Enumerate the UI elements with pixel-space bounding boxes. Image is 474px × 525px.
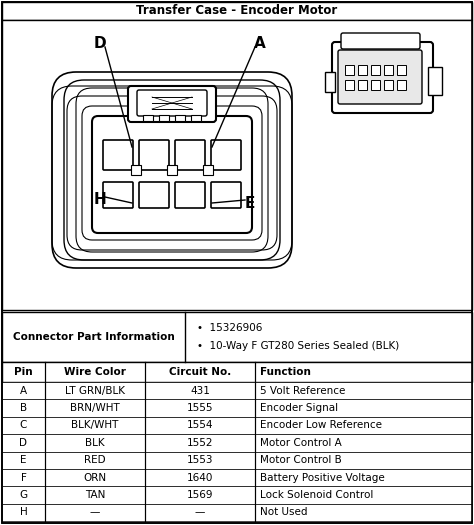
Text: Motor Control A: Motor Control A bbox=[260, 438, 342, 448]
Bar bbox=[167, 165, 177, 175]
Text: E: E bbox=[20, 455, 27, 465]
Bar bbox=[2, 400, 472, 417]
Text: Motor Control B: Motor Control B bbox=[260, 455, 342, 465]
Bar bbox=[345, 80, 354, 90]
Text: Pin: Pin bbox=[14, 367, 33, 377]
Bar bbox=[203, 165, 213, 175]
Text: TAN: TAN bbox=[85, 490, 105, 500]
FancyBboxPatch shape bbox=[175, 140, 205, 170]
Text: G: G bbox=[19, 490, 27, 500]
Text: 1552: 1552 bbox=[187, 438, 213, 448]
Bar bbox=[358, 65, 367, 75]
Text: D: D bbox=[19, 438, 27, 448]
Text: D: D bbox=[94, 37, 106, 51]
Bar bbox=[2, 503, 472, 521]
Text: Transfer Case - Encoder Motor: Transfer Case - Encoder Motor bbox=[137, 5, 337, 17]
Text: LT GRN/BLK: LT GRN/BLK bbox=[65, 386, 125, 396]
Text: B: B bbox=[20, 403, 27, 413]
Bar bbox=[2, 486, 472, 503]
Bar bbox=[2, 417, 472, 434]
FancyBboxPatch shape bbox=[92, 116, 252, 233]
Text: Circuit No.: Circuit No. bbox=[169, 367, 231, 377]
Text: 431: 431 bbox=[190, 386, 210, 396]
FancyBboxPatch shape bbox=[341, 33, 420, 49]
FancyBboxPatch shape bbox=[76, 88, 268, 252]
Text: —: — bbox=[90, 507, 100, 517]
Text: Wire Color: Wire Color bbox=[64, 367, 126, 377]
Text: A: A bbox=[20, 386, 27, 396]
Text: 5 Volt Reference: 5 Volt Reference bbox=[260, 386, 346, 396]
Text: BLK: BLK bbox=[85, 438, 105, 448]
Text: Lock Solenoid Control: Lock Solenoid Control bbox=[260, 490, 374, 500]
Bar bbox=[2, 434, 472, 452]
Text: A: A bbox=[254, 37, 266, 51]
Text: •  15326906: • 15326906 bbox=[197, 323, 263, 333]
FancyBboxPatch shape bbox=[103, 182, 133, 208]
FancyBboxPatch shape bbox=[139, 140, 169, 170]
Bar bbox=[191, 115, 201, 121]
Text: H: H bbox=[94, 193, 106, 207]
Text: BLK/WHT: BLK/WHT bbox=[71, 421, 118, 430]
Text: —: — bbox=[195, 507, 205, 517]
FancyBboxPatch shape bbox=[52, 72, 292, 268]
Bar bbox=[397, 65, 406, 75]
Text: RED: RED bbox=[84, 455, 106, 465]
Bar bbox=[2, 20, 472, 310]
Bar bbox=[371, 80, 380, 90]
FancyBboxPatch shape bbox=[338, 50, 422, 104]
Text: 1554: 1554 bbox=[187, 421, 213, 430]
FancyBboxPatch shape bbox=[332, 42, 433, 113]
Text: ORN: ORN bbox=[83, 472, 107, 482]
Bar bbox=[358, 80, 367, 90]
Text: 1569: 1569 bbox=[187, 490, 213, 500]
Bar bbox=[143, 115, 153, 121]
Text: H: H bbox=[19, 507, 27, 517]
Bar bbox=[2, 382, 472, 400]
Bar bbox=[131, 165, 141, 175]
Text: Function: Function bbox=[260, 367, 311, 377]
FancyBboxPatch shape bbox=[137, 90, 207, 116]
FancyBboxPatch shape bbox=[211, 182, 241, 208]
Text: BRN/WHT: BRN/WHT bbox=[70, 403, 120, 413]
Text: Connector Part Information: Connector Part Information bbox=[13, 332, 174, 342]
Bar bbox=[2, 452, 472, 469]
FancyBboxPatch shape bbox=[64, 80, 280, 260]
FancyBboxPatch shape bbox=[211, 140, 241, 170]
Bar bbox=[325, 72, 335, 92]
Text: Encoder Signal: Encoder Signal bbox=[260, 403, 338, 413]
Bar bbox=[175, 115, 185, 121]
Bar bbox=[159, 115, 169, 121]
Text: 1640: 1640 bbox=[187, 472, 213, 482]
Bar bbox=[397, 80, 406, 90]
FancyBboxPatch shape bbox=[103, 140, 133, 170]
Text: 1553: 1553 bbox=[187, 455, 213, 465]
Bar bbox=[384, 80, 393, 90]
Text: Not Used: Not Used bbox=[260, 507, 308, 517]
Text: C: C bbox=[20, 421, 27, 430]
FancyBboxPatch shape bbox=[128, 86, 216, 122]
FancyBboxPatch shape bbox=[175, 182, 205, 208]
FancyBboxPatch shape bbox=[139, 182, 169, 208]
Text: Battery Positive Voltage: Battery Positive Voltage bbox=[260, 472, 385, 482]
Bar bbox=[371, 65, 380, 75]
Bar bbox=[384, 65, 393, 75]
Text: Encoder Low Reference: Encoder Low Reference bbox=[260, 421, 382, 430]
Text: F: F bbox=[20, 472, 27, 482]
Text: 1555: 1555 bbox=[187, 403, 213, 413]
Bar bbox=[428, 67, 442, 95]
Bar bbox=[345, 65, 354, 75]
Text: E: E bbox=[245, 195, 255, 211]
Bar bbox=[2, 2, 472, 20]
Bar bbox=[2, 469, 472, 486]
Bar bbox=[2, 312, 472, 362]
Bar bbox=[2, 362, 472, 382]
Text: •  10-Way F GT280 Series Sealed (BLK): • 10-Way F GT280 Series Sealed (BLK) bbox=[197, 341, 399, 351]
